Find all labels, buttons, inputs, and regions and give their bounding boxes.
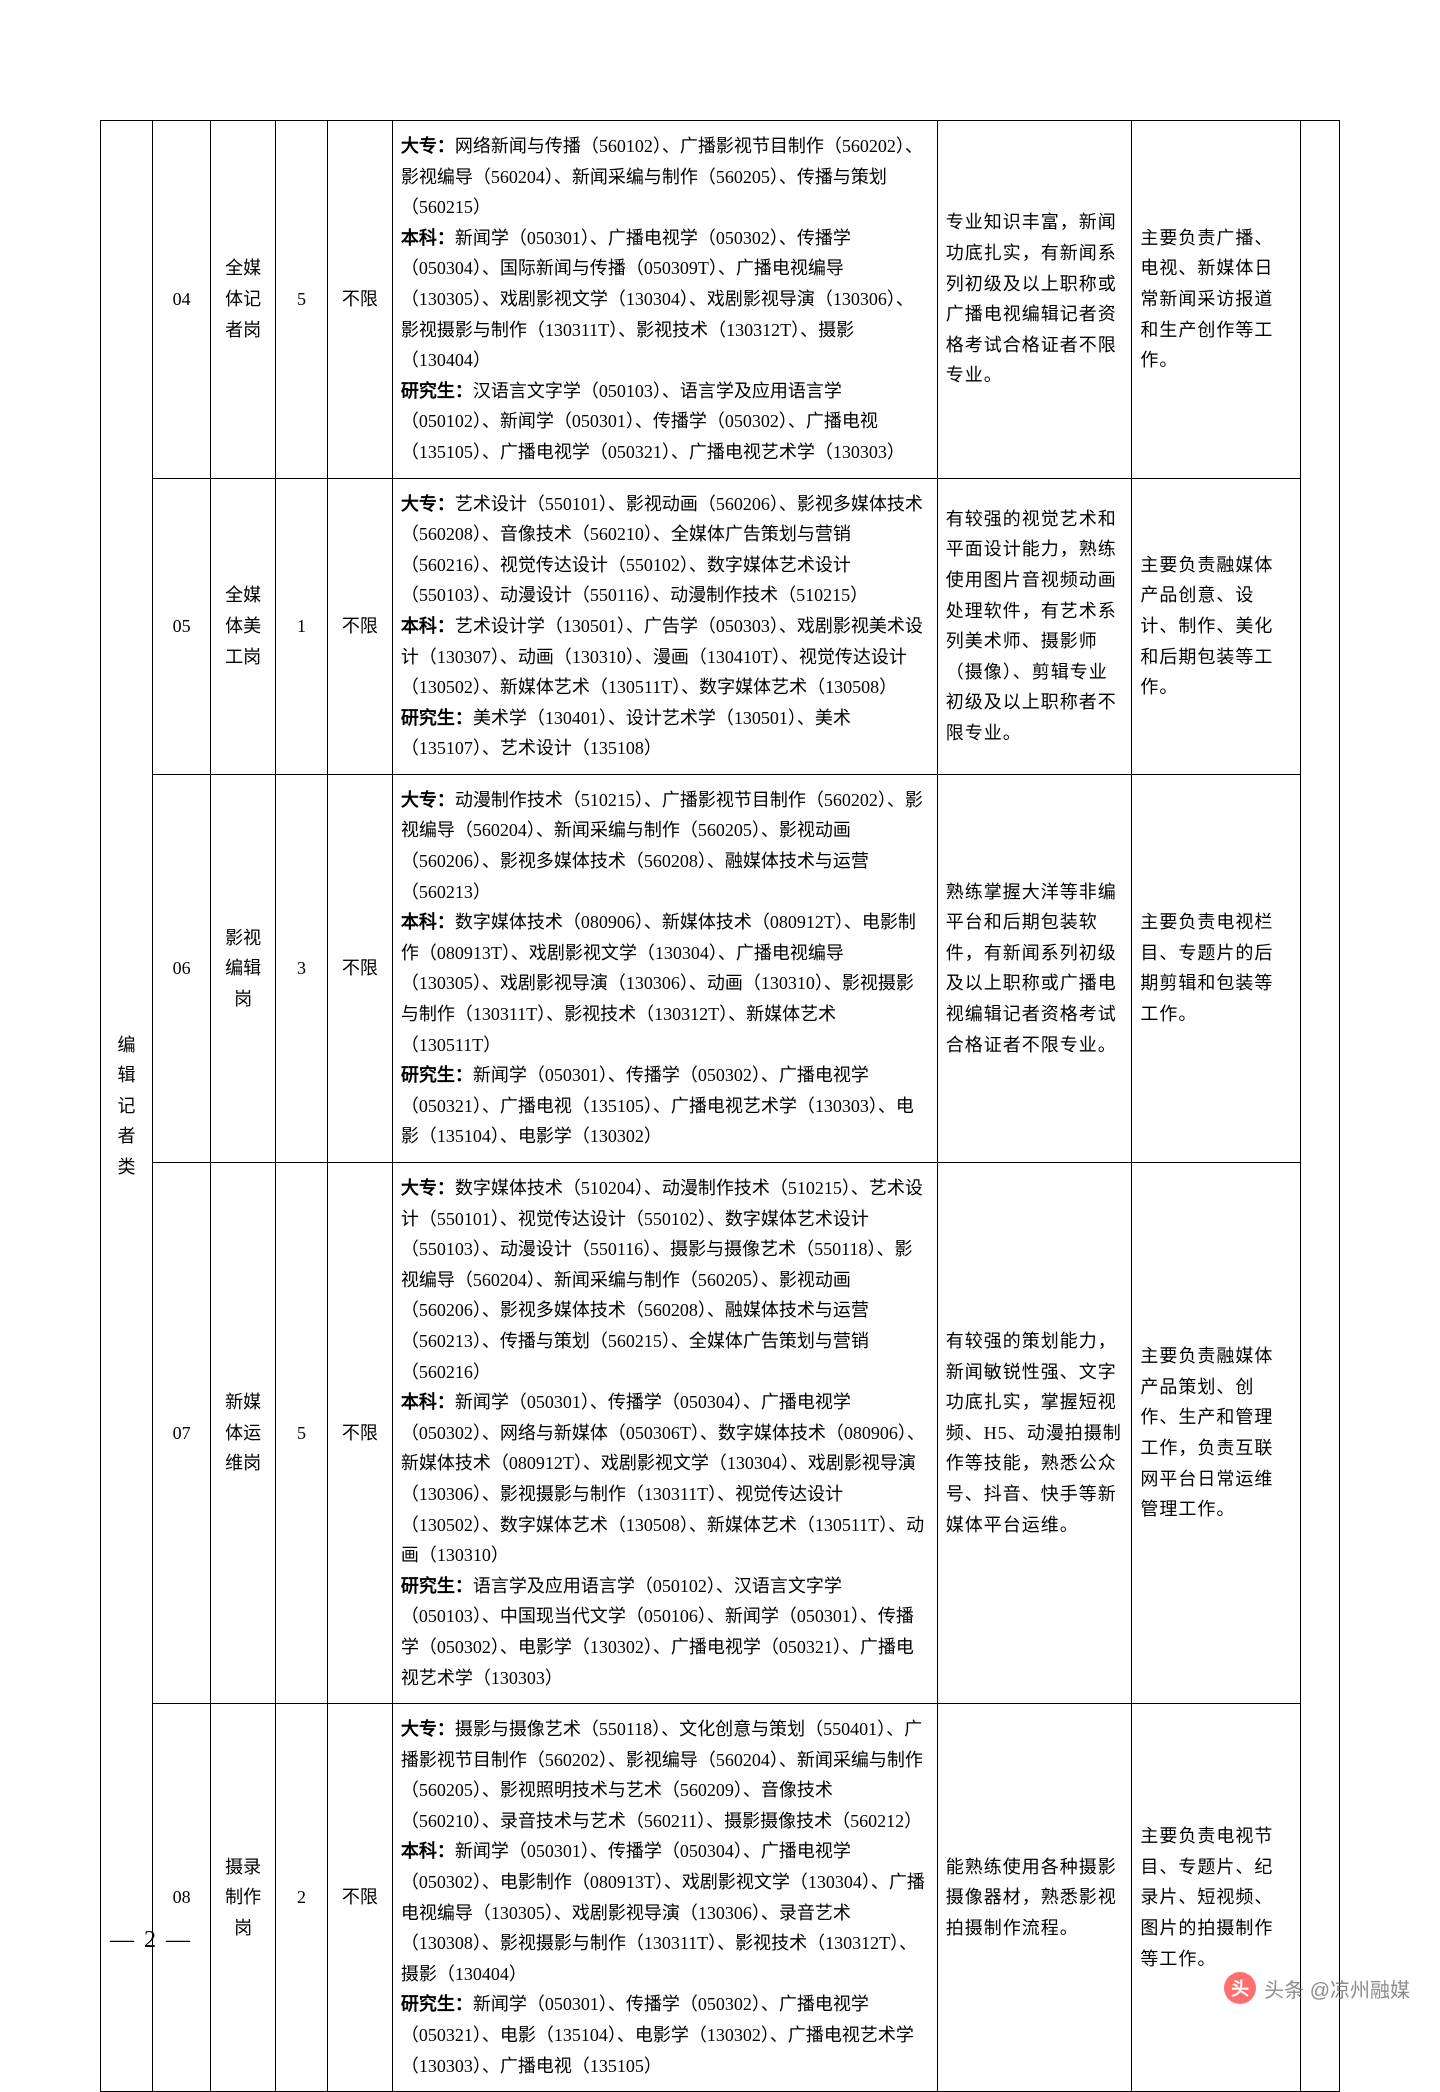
limit-cell: 不限 — [327, 1163, 392, 1704]
count-cell: 1 — [276, 478, 328, 774]
duty-cell: 主要负责电视栏目、专题片的后期剪辑和包装等工作。 — [1132, 774, 1301, 1162]
position-cell: 全媒体记者岗 — [211, 121, 276, 479]
limit-cell: 不限 — [327, 121, 392, 479]
position-cell: 影视编辑岗 — [211, 774, 276, 1162]
table-row: 06 影视编辑岗 3 不限 大专：动漫制作技术（510215）、广播影视节目制作… — [101, 774, 1340, 1162]
position-cell: 新媒体运维岗 — [211, 1163, 276, 1704]
requirement-cell: 有较强的策划能力，新闻敏锐性强、文字功底扎实，掌握短视频、H5、动漫拍摄制作等技… — [937, 1163, 1132, 1704]
code-cell: 04 — [152, 121, 210, 479]
spec-cell: 大专：网络新闻与传播（560102）、广播影视节目制作（560202）、影视编导… — [392, 121, 937, 479]
requirement-cell: 熟练掌握大洋等非编平台和后期包装软件，有新闻系列初级及以上职称或广播电视编辑记者… — [937, 774, 1132, 1162]
spec-cell: 大专：数字媒体技术（510204）、动漫制作技术（510215）、艺术设计（55… — [392, 1163, 937, 1704]
code-cell: 06 — [152, 774, 210, 1162]
toutiao-icon: 头 — [1224, 1972, 1256, 2004]
category-cell: 编辑记者类 — [101, 121, 153, 2092]
table-row: 编辑记者类 04 全媒体记者岗 5 不限 大专：网络新闻与传播（560102）、… — [101, 121, 1340, 479]
table-row: 05 全媒体美工岗 1 不限 大专：艺术设计（550101）、影视动画（5602… — [101, 478, 1340, 774]
requirement-cell: 专业知识丰富，新闻功底扎实，有新闻系列初级及以上职称或广播电视编辑记者资格考试合… — [937, 121, 1132, 479]
code-cell: 05 — [152, 478, 210, 774]
watermark: 头 头条 @凉州融媒 — [1224, 1972, 1410, 2004]
watermark-text: 头条 @凉州融媒 — [1264, 1974, 1410, 2003]
empty-cell — [1301, 121, 1340, 2092]
spec-cell: 大专：动漫制作技术（510215）、广播影视节目制作（560202）、影视编导（… — [392, 774, 937, 1162]
limit-cell: 不限 — [327, 478, 392, 774]
count-cell: 5 — [276, 1163, 328, 1704]
duty-cell: 主要负责融媒体产品策划、创作、生产和管理工作，负责互联网平台日常运维管理工作。 — [1132, 1163, 1301, 1704]
spec-cell: 大专：艺术设计（550101）、影视动画（560206）、影视多媒体技术（560… — [392, 478, 937, 774]
requirement-cell: 有较强的视觉艺术和平面设计能力，熟练使用图片音视频动画处理软件，有艺术系列美术师… — [937, 478, 1132, 774]
table-row: 07 新媒体运维岗 5 不限 大专：数字媒体技术（510204）、动漫制作技术（… — [101, 1163, 1340, 1704]
duty-cell: 主要负责融媒体产品创意、设计、制作、美化和后期包装等工作。 — [1132, 478, 1301, 774]
count-cell: 5 — [276, 121, 328, 479]
limit-cell: 不限 — [327, 774, 392, 1162]
duty-cell: 主要负责广播、电视、新媒体日常新闻采访报道和生产创作等工作。 — [1132, 121, 1301, 479]
page-number: — 2 — — [110, 1927, 192, 1954]
count-cell: 3 — [276, 774, 328, 1162]
recruitment-table: 编辑记者类 04 全媒体记者岗 5 不限 大专：网络新闻与传播（560102）、… — [100, 120, 1340, 2092]
code-cell: 07 — [152, 1163, 210, 1704]
position-cell: 全媒体美工岗 — [211, 478, 276, 774]
